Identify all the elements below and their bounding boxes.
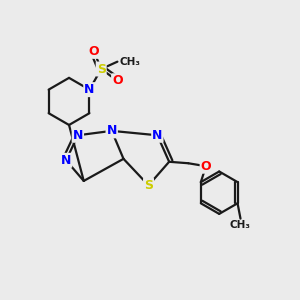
Text: O: O [88, 45, 99, 58]
Text: S: S [144, 179, 153, 192]
Text: N: N [73, 129, 83, 142]
Text: O: O [201, 160, 211, 173]
Text: N: N [106, 124, 117, 137]
Text: CH₃: CH₃ [119, 57, 140, 67]
Text: S: S [97, 62, 106, 76]
Text: N: N [84, 83, 94, 96]
Text: CH₃: CH₃ [230, 220, 251, 230]
Text: N: N [152, 129, 163, 142]
Text: O: O [112, 74, 123, 87]
Text: N: N [61, 154, 71, 167]
